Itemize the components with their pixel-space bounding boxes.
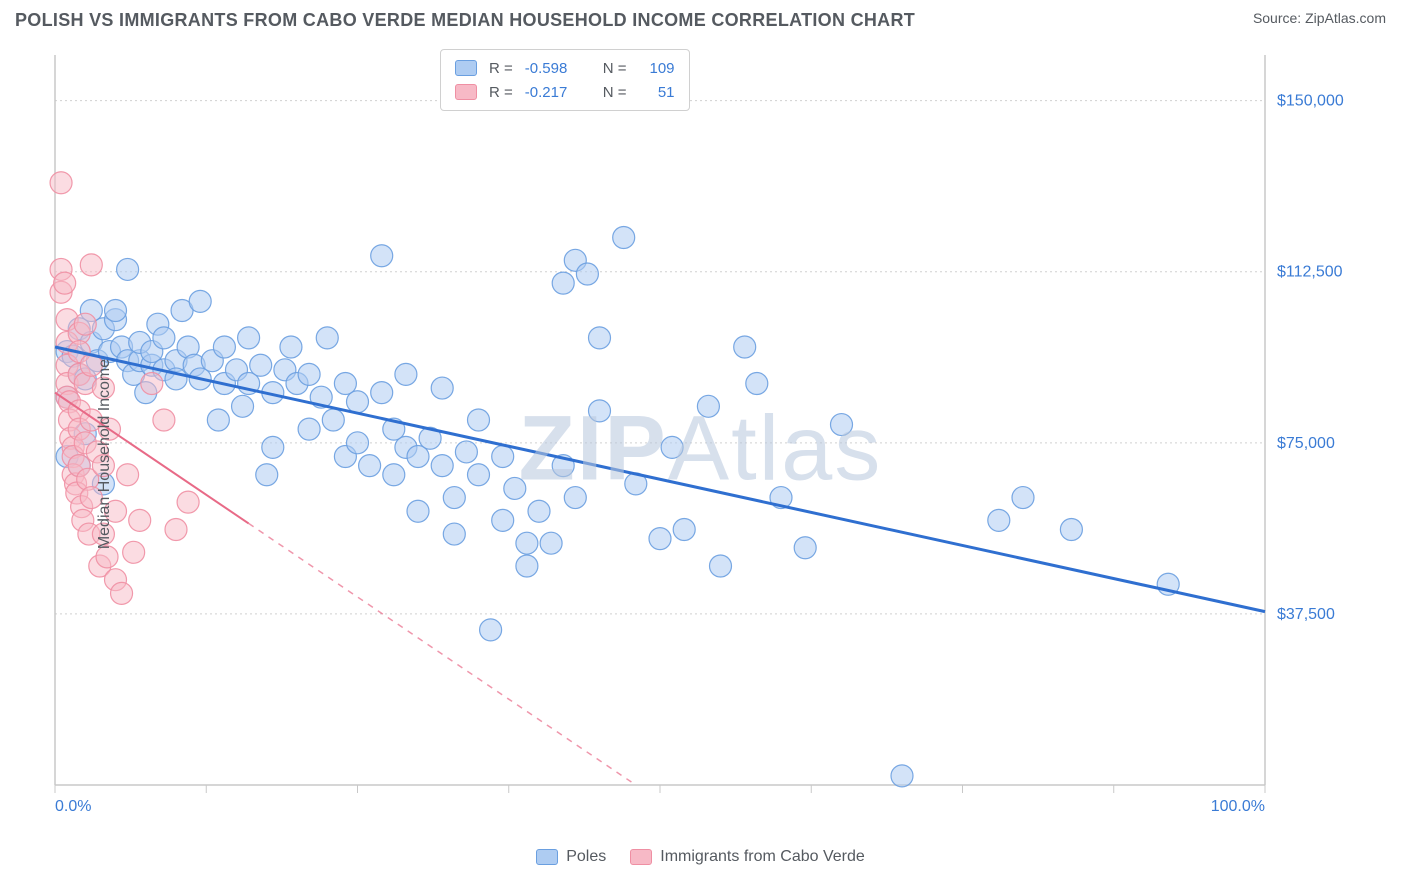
correlation-legend: R = -0.598 N = 109 R = -0.217 N = 51 — [440, 49, 690, 111]
correlation-row-cabo-verde: R = -0.217 N = 51 — [455, 80, 675, 104]
swatch-cabo-verde — [455, 84, 477, 100]
svg-text:$112,500: $112,500 — [1277, 264, 1343, 281]
source-prefix: Source: — [1253, 10, 1305, 26]
scatter-plot: $37,500 $75,000 $112,500 $150,000 0.0% 100.0% — [15, 45, 1375, 835]
legend-label-poles: Poles — [566, 848, 606, 866]
legend-item-cabo-verde: Immigrants from Cabo Verde — [630, 848, 865, 866]
r-value-poles: -0.598 — [525, 60, 585, 77]
svg-text:0.0%: 0.0% — [55, 798, 91, 815]
n-value-poles: 109 — [639, 60, 675, 77]
y-axis-label: Median Household Income — [96, 358, 114, 548]
legend-item-poles: Poles — [536, 848, 606, 866]
source-link[interactable]: ZipAtlas.com — [1305, 10, 1386, 26]
source-attribution: Source: ZipAtlas.com — [1253, 10, 1386, 26]
series-legend: Poles Immigrants from Cabo Verde — [15, 848, 1386, 866]
n-value-cabo-verde: 51 — [639, 84, 675, 101]
legend-label-cabo-verde: Immigrants from Cabo Verde — [660, 848, 865, 866]
svg-text:$37,500: $37,500 — [1277, 606, 1335, 623]
swatch-poles — [455, 60, 477, 76]
svg-text:$75,000: $75,000 — [1277, 435, 1335, 452]
r-value-cabo-verde: -0.217 — [525, 84, 585, 101]
chart-title: POLISH VS IMMIGRANTS FROM CABO VERDE MED… — [15, 10, 915, 31]
svg-text:100.0%: 100.0% — [1211, 798, 1265, 815]
legend-swatch-poles — [536, 849, 558, 865]
svg-text:$150,000: $150,000 — [1277, 93, 1344, 110]
legend-swatch-cabo-verde — [630, 849, 652, 865]
correlation-row-poles: R = -0.598 N = 109 — [455, 56, 675, 80]
chart-container: Median Household Income ZIPAtlas $37,500… — [15, 45, 1386, 862]
